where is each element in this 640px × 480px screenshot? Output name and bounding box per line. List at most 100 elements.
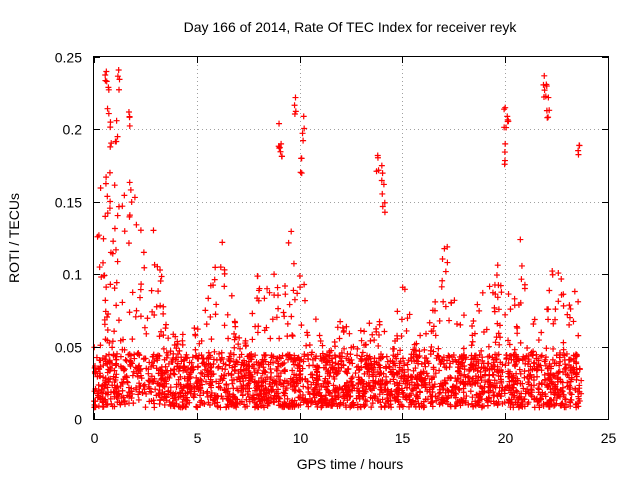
data-point bbox=[269, 316, 276, 323]
data-point bbox=[268, 352, 275, 359]
data-point bbox=[219, 395, 226, 402]
data-point bbox=[251, 369, 258, 376]
data-point bbox=[337, 318, 344, 325]
data-point bbox=[343, 369, 350, 376]
data-point bbox=[209, 378, 216, 385]
data-point bbox=[178, 354, 185, 361]
data-point bbox=[501, 106, 508, 113]
data-point bbox=[478, 347, 485, 354]
data-point bbox=[107, 281, 114, 288]
data-point bbox=[274, 284, 281, 291]
data-point bbox=[163, 380, 170, 387]
data-point bbox=[541, 87, 548, 94]
data-point bbox=[104, 210, 111, 217]
data-point bbox=[474, 301, 481, 308]
data-point bbox=[136, 352, 143, 359]
data-point bbox=[366, 320, 373, 327]
data-point bbox=[387, 390, 394, 397]
data-point bbox=[267, 374, 274, 381]
data-point bbox=[289, 397, 296, 404]
data-point bbox=[575, 298, 582, 305]
data-point bbox=[291, 110, 298, 117]
data-point bbox=[568, 391, 575, 398]
data-point bbox=[249, 310, 256, 317]
data-point bbox=[455, 376, 462, 383]
data-point bbox=[422, 363, 429, 370]
data-point bbox=[277, 370, 284, 377]
data-point bbox=[104, 391, 111, 398]
data-point bbox=[207, 393, 214, 400]
data-point bbox=[502, 311, 509, 318]
data-point bbox=[98, 274, 105, 281]
data-point bbox=[194, 380, 201, 387]
data-point bbox=[330, 373, 337, 380]
data-point bbox=[273, 314, 280, 321]
data-point bbox=[406, 403, 413, 410]
data-point bbox=[361, 370, 368, 377]
data-point bbox=[544, 306, 551, 313]
data-point bbox=[463, 354, 470, 361]
data-point bbox=[345, 383, 352, 390]
data-point bbox=[497, 392, 504, 399]
data-point bbox=[187, 366, 194, 373]
data-point bbox=[174, 363, 181, 370]
data-point bbox=[243, 361, 250, 368]
data-point bbox=[355, 374, 362, 381]
data-point bbox=[332, 343, 339, 350]
data-point bbox=[415, 382, 422, 389]
data-point bbox=[465, 374, 472, 381]
data-point bbox=[246, 398, 253, 405]
data-point bbox=[561, 365, 568, 372]
data-point bbox=[446, 317, 453, 324]
data-point bbox=[162, 363, 169, 370]
data-point bbox=[137, 286, 144, 293]
data-point bbox=[333, 400, 340, 407]
data-point bbox=[363, 398, 370, 405]
data-point bbox=[102, 297, 109, 304]
data-point bbox=[271, 271, 278, 278]
data-point bbox=[128, 394, 135, 401]
data-point bbox=[457, 321, 464, 328]
data-point bbox=[505, 291, 512, 298]
data-point bbox=[284, 351, 291, 358]
data-point bbox=[191, 388, 198, 395]
data-point bbox=[522, 388, 529, 395]
data-point bbox=[140, 249, 147, 256]
y-tick-label: 0.25 bbox=[55, 50, 82, 66]
data-point bbox=[143, 390, 150, 397]
data-point bbox=[231, 401, 238, 408]
data-point bbox=[300, 383, 307, 390]
data-point bbox=[111, 285, 118, 292]
data-point bbox=[521, 374, 528, 381]
data-point bbox=[192, 332, 199, 339]
data-point bbox=[492, 339, 499, 346]
data-point bbox=[263, 386, 270, 393]
data-point bbox=[541, 376, 548, 383]
data-point bbox=[263, 324, 270, 331]
data-point bbox=[332, 360, 339, 367]
data-point bbox=[558, 276, 565, 283]
data-point bbox=[336, 335, 343, 342]
x-tick-label: 20 bbox=[498, 430, 514, 446]
data-point bbox=[452, 394, 459, 401]
data-point bbox=[355, 392, 362, 399]
y-tick-label: 0.1 bbox=[63, 267, 83, 283]
data-point bbox=[412, 365, 419, 372]
data-point bbox=[501, 149, 508, 156]
data-point bbox=[277, 402, 284, 409]
data-point bbox=[155, 352, 162, 359]
data-point bbox=[381, 209, 388, 216]
data-point bbox=[273, 358, 280, 365]
data-point bbox=[193, 374, 200, 381]
data-point bbox=[113, 138, 120, 145]
data-point bbox=[414, 373, 421, 380]
data-point bbox=[167, 389, 174, 396]
data-point bbox=[438, 358, 445, 365]
data-point bbox=[175, 394, 182, 401]
data-point bbox=[430, 383, 437, 390]
data-point bbox=[459, 363, 466, 370]
data-point bbox=[266, 380, 273, 387]
data-point bbox=[119, 346, 126, 353]
data-point bbox=[153, 303, 160, 310]
data-point bbox=[205, 399, 212, 406]
